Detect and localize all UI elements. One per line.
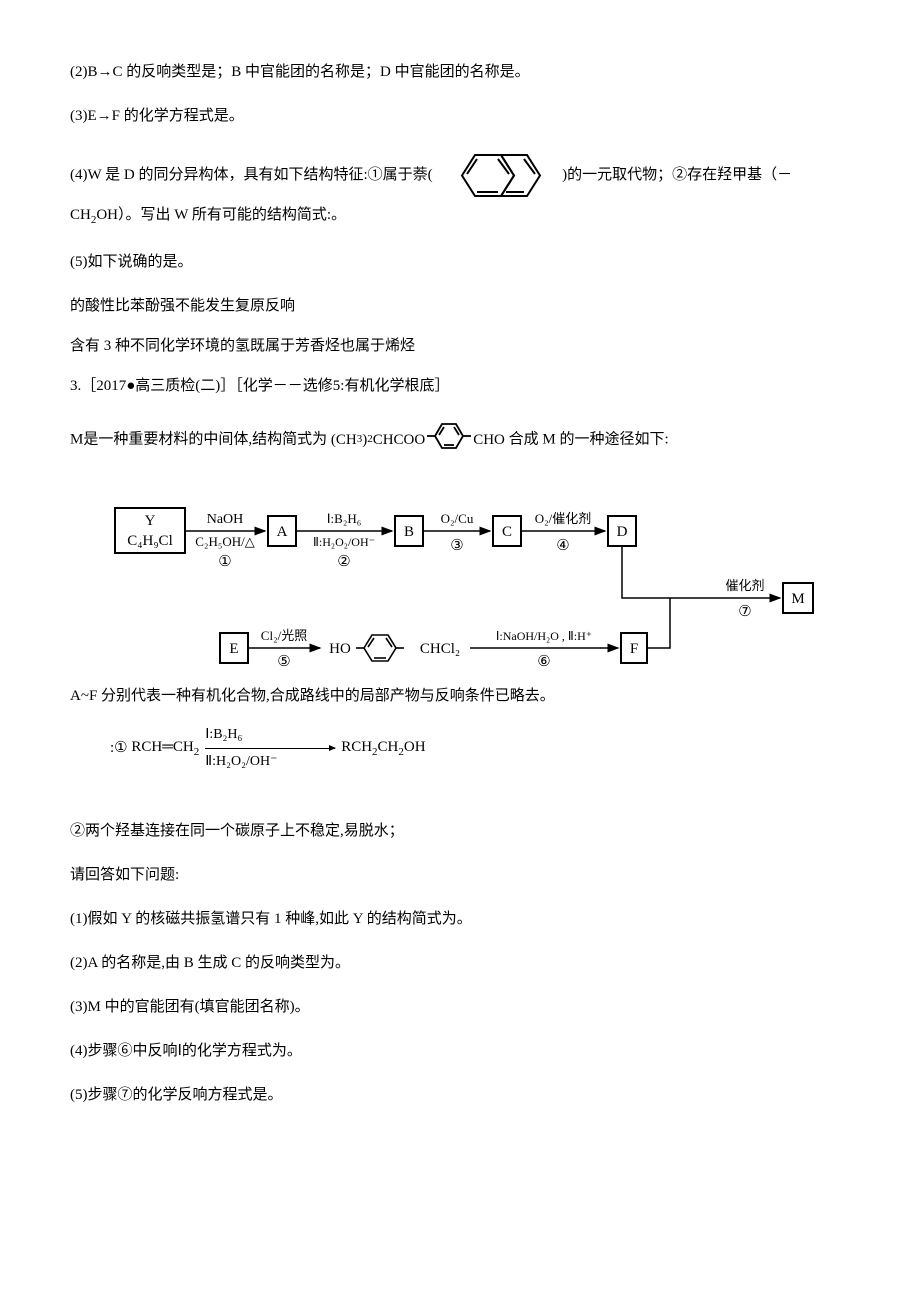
circ5: ⑤ (277, 654, 290, 670)
m-prefix: M是一种重要材料的中间体,结构简式为 (70, 431, 327, 447)
hint-1: :① RCH═CH2 Ⅰ:B₂H₆ Ⅱ:H₂O₂/OH⁻ RCH2CH2OH (110, 724, 850, 774)
arr2-bot: Ⅱ:H₂O₂/OH⁻ (313, 535, 375, 549)
q2-sub1: 的酸性比苯酚强不能发生复原反响 (70, 294, 850, 318)
box-f: F (630, 641, 638, 657)
arr6-top: Ⅰ:NaOH/H₂O , Ⅱ:H⁺ (496, 629, 592, 643)
arr2-top: Ⅰ:B₂H₆ (327, 511, 362, 526)
m-intro: M是一种重要材料的中间体,结构简式为 (CH3)2CHCOO CHO 合成 M … (70, 418, 850, 462)
q2-3: (3)E→F 的化学方程式是。 (70, 104, 850, 128)
q3-header: 3.［2017●高三质检(二)］［化学－－选修5:有机化学根底］ (70, 374, 850, 398)
arr1-bot: C₂H₅OH/△ (195, 534, 255, 549)
q2-4a-text: (4)W 是 D 的同分异构体，具有如下结构特征:①属于萘( (70, 167, 433, 183)
arr5-top: Cl₂/光照 (261, 628, 307, 643)
box-c: C (502, 524, 512, 540)
box-y-1: Y (145, 513, 156, 529)
circ7: ⑦ (738, 604, 751, 620)
circ1: ① (218, 554, 231, 570)
answer-head: 请回答如下问题: (70, 863, 850, 887)
q2-sub2: 含有 3 种不同化学环境的氢既属于芳香烃也属于烯烃 (70, 334, 850, 358)
q3-2: (2)A 的名称是,由 B 生成 C 的反响类型为。 (70, 951, 850, 975)
q2-2: (2)B→C 的反响类型是；B 中官能团的名称是；D 中官能团的名称是。 (70, 60, 850, 84)
hint-arrow: Ⅰ:B₂H₆ Ⅱ:H₂O₂/OH⁻ (205, 724, 335, 774)
m-suffix: 合成 M 的一种途径如下: (509, 431, 669, 447)
circ4: ④ (556, 538, 569, 554)
q3-1: (1)假如 Y 的核磁共振氢谱只有 1 种峰,如此 Y 的结构简式为。 (70, 907, 850, 931)
box-d: D (617, 524, 628, 540)
arr7-top: 催化剂 (725, 578, 764, 593)
synthesis-scheme: Y C₄H₉Cl NaOH C₂H₅OH/△ ① A Ⅰ:B₂H₆ Ⅱ:H₂O₂… (110, 498, 850, 678)
circ2: ② (337, 554, 350, 570)
box-y-2: C₄H₉Cl (127, 533, 172, 549)
circ3: ③ (450, 538, 463, 554)
arr4-top: O₂/催化剂 (535, 511, 592, 526)
box-b: B (404, 524, 414, 540)
after-scheme-text: A~F 分别代表一种有机化合物,合成路线中的局部产物与反响条件已略去。 (70, 684, 850, 708)
q2-4: (4)W 是 D 的同分异构体，具有如下结构特征:①属于萘( )的一元取代物；②… (70, 148, 850, 230)
naphthalene-icon (442, 148, 552, 211)
q3-3: (3)M 中的官能团有(填官能团名称)。 (70, 995, 850, 1019)
benzene-icon (427, 418, 471, 462)
q3-4: (4)步骤⑥中反响Ⅰ的化学方程式为。 (70, 1039, 850, 1063)
box-m: M (791, 591, 804, 607)
arr3-top: O₂/Cu (441, 511, 474, 526)
hint-2: ②两个羟基连接在同一个碳原子上不稳定,易脱水； (70, 819, 850, 843)
q2-5: (5)如下说确的是。 (70, 250, 850, 274)
chcl2-label: CHCl₂ (420, 641, 460, 657)
m-structure: (CH3)2CHCOO CHO (331, 418, 505, 462)
q3-5: (5)步骤⑦的化学反响方程式是。 (70, 1083, 850, 1107)
box-a: A (277, 524, 288, 540)
circ6: ⑥ (537, 654, 550, 670)
box-e: E (229, 641, 238, 657)
ho-label: HO (329, 641, 351, 657)
benzene-bottom-icon (356, 635, 404, 661)
arr1-top: NaOH (207, 512, 244, 527)
